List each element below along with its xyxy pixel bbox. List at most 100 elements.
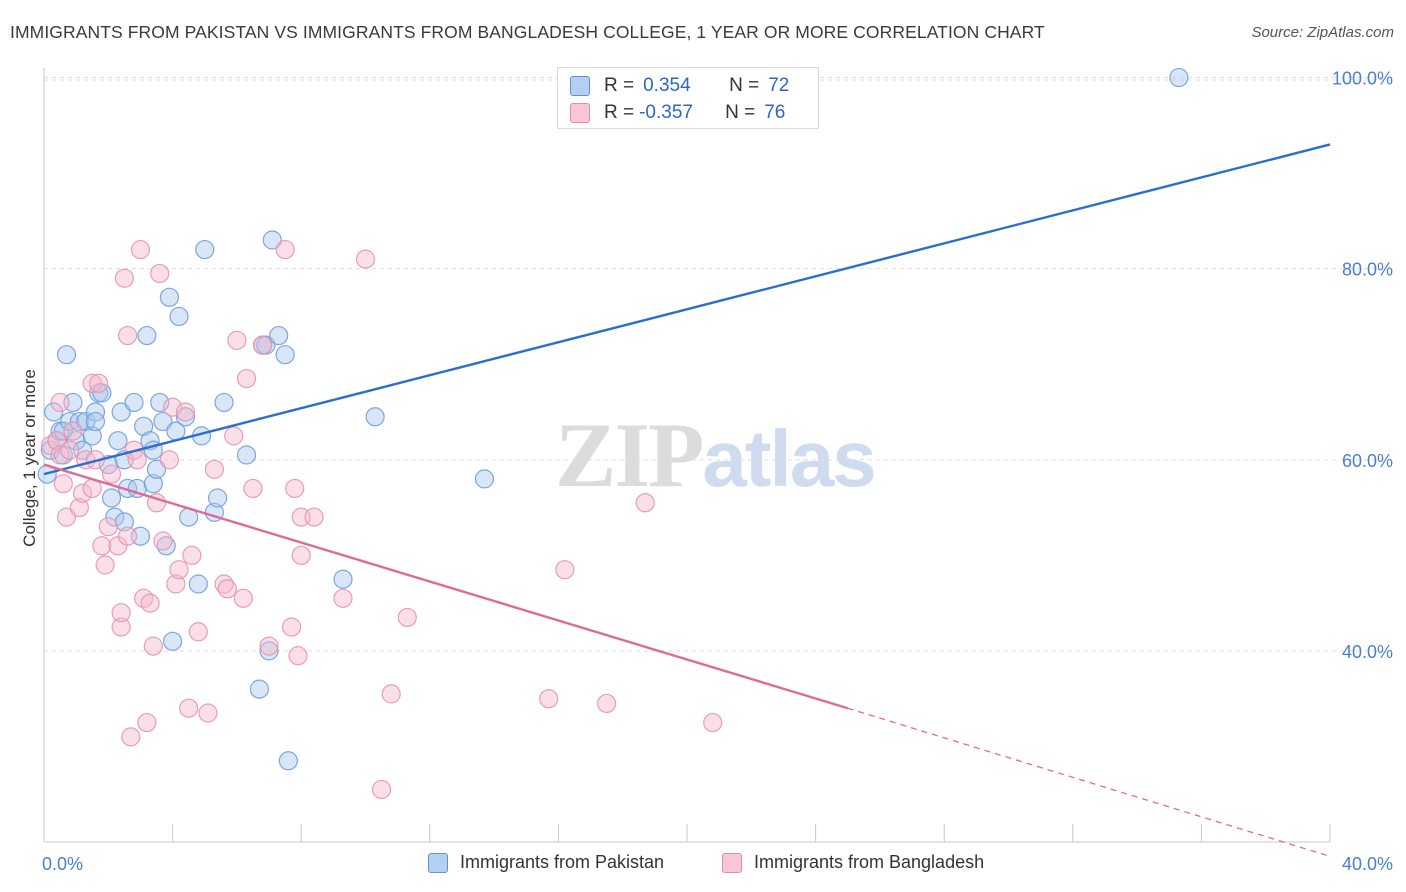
data-point	[50, 392, 70, 413]
data-point	[188, 622, 208, 642]
data-point	[150, 392, 170, 413]
data-point	[198, 703, 218, 723]
data-point	[333, 588, 353, 608]
data-point	[82, 426, 102, 446]
stats-swatch-pakistan	[570, 76, 590, 96]
data-point	[137, 712, 157, 733]
data-point	[56, 507, 77, 527]
tick-labels: 40.0% 60.0% 80.0% 100.0% 0.0% 40.0%	[42, 69, 1393, 874]
legend-item-pakistan[interactable]: Immigrants from Pakistan	[428, 852, 664, 873]
data-point	[269, 325, 289, 346]
data-point	[381, 684, 401, 704]
data-point	[159, 287, 179, 307]
data-point	[204, 459, 224, 479]
data-point	[50, 445, 70, 465]
data-point	[224, 426, 244, 446]
data-point	[285, 478, 305, 499]
data-point	[236, 445, 257, 465]
stats-row-bangladesh: R = -0.357 N = 76	[570, 102, 785, 124]
data-point	[169, 560, 189, 580]
y-tick-label: 80.0%	[1342, 260, 1393, 280]
data-point	[278, 751, 298, 771]
stats-n-label: N =	[725, 102, 756, 123]
series-points-bangladesh	[40, 239, 723, 800]
data-point	[179, 698, 199, 718]
data-point	[262, 230, 282, 250]
data-point	[281, 617, 302, 637]
data-point	[117, 478, 138, 499]
stats-n-value: 72	[768, 75, 790, 96]
series-points-pakistan	[37, 67, 1189, 771]
stats-r-label: R =	[604, 75, 635, 96]
trend-line-bangladesh-extension	[847, 707, 1331, 857]
data-point	[159, 450, 179, 470]
chart-title: IMMIGRANTS FROM PAKISTAN VS IMMIGRANTS F…	[10, 22, 1045, 42]
data-point	[175, 407, 196, 427]
data-point	[233, 588, 253, 608]
data-point	[101, 488, 122, 508]
data-point	[82, 373, 102, 393]
data-point	[69, 497, 89, 518]
data-point	[304, 507, 324, 527]
series-legend: Immigrants from Pakistan Immigrants from…	[0, 852, 1406, 876]
stats-r-value: -0.357	[639, 102, 693, 123]
axes	[43, 68, 1331, 843]
data-point	[53, 421, 73, 441]
data-point	[53, 474, 73, 494]
data-point	[195, 239, 215, 260]
data-point	[117, 325, 138, 346]
data-point	[539, 689, 559, 709]
data-point	[597, 693, 617, 714]
legend-swatch-bangladesh	[722, 852, 742, 873]
data-point	[259, 636, 279, 656]
data-point	[111, 603, 131, 623]
data-point	[117, 526, 138, 546]
data-point	[291, 545, 311, 565]
stats-swatch-bangladesh	[570, 103, 590, 123]
trend-line-bangladesh	[43, 463, 849, 710]
x-tick-label: 0.0%	[42, 854, 83, 874]
legend-item-bangladesh[interactable]: Immigrants from Bangladesh	[722, 852, 984, 873]
data-point	[163, 397, 183, 417]
data-point	[208, 488, 228, 508]
data-point	[163, 631, 183, 651]
stats-n-value: 76	[764, 102, 786, 123]
data-point	[85, 411, 106, 432]
data-point	[635, 493, 655, 513]
data-point	[217, 579, 237, 599]
y-tick-label: 60.0%	[1342, 451, 1393, 471]
data-point	[140, 593, 160, 613]
data-point	[92, 536, 112, 556]
data-point	[56, 345, 77, 365]
data-point	[249, 679, 270, 699]
data-point	[121, 727, 141, 747]
data-point	[111, 617, 131, 637]
data-point	[474, 469, 495, 489]
data-point	[69, 411, 89, 432]
legend-label-bangladesh: Immigrants from Bangladesh	[754, 852, 985, 872]
trend-line-pakistan	[43, 143, 1331, 476]
data-point	[137, 325, 157, 346]
data-point	[175, 402, 196, 422]
data-point	[169, 306, 189, 327]
data-point	[47, 431, 67, 451]
data-point	[150, 263, 170, 284]
data-point	[134, 416, 154, 436]
trend-lines	[43, 143, 1331, 857]
stats-r-value: 0.354	[643, 75, 691, 96]
grid-lines	[44, 77, 1392, 652]
data-point	[89, 373, 109, 393]
data-point	[275, 239, 295, 260]
data-point	[703, 712, 723, 733]
source-credit: Source: ZipAtlas.com	[1251, 24, 1394, 41]
data-point	[111, 402, 131, 422]
y-tick-label: 40.0%	[1342, 642, 1393, 662]
data-point	[371, 779, 392, 800]
data-point	[333, 569, 353, 589]
data-point	[60, 440, 80, 460]
data-point	[259, 641, 279, 661]
data-point	[214, 392, 234, 413]
data-point	[253, 335, 273, 355]
data-point	[153, 531, 173, 551]
stats-n-label: N =	[729, 75, 760, 96]
